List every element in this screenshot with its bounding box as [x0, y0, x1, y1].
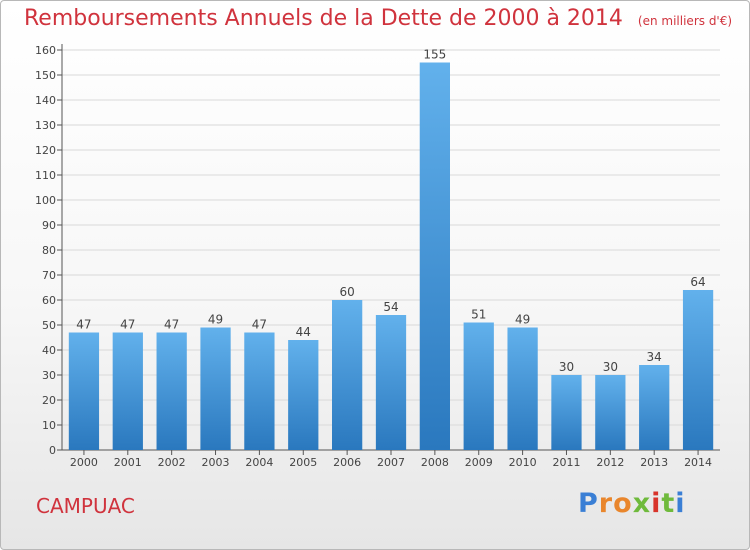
- value-label: 44: [296, 325, 311, 339]
- x-tick-label: 2012: [596, 456, 624, 469]
- x-tick-label: 2014: [684, 456, 712, 469]
- logo-letter: x: [632, 488, 652, 519]
- chart-title-text: Remboursements Annuels de la Dette de 20…: [24, 6, 623, 31]
- bar-2004: [244, 332, 275, 450]
- y-tick-label: 30: [42, 369, 56, 382]
- x-tick-label: 2000: [70, 456, 98, 469]
- bar-2005: [288, 340, 319, 450]
- labels: 0 10 20 30 40 50 60 70 80 90 100 110 120 130 140 150 160…: [35, 44, 712, 469]
- bar-2006: [331, 300, 363, 450]
- y-tick-label: 80: [42, 244, 56, 257]
- x-tick-label: 2009: [465, 456, 493, 469]
- bar-2011: [551, 375, 582, 450]
- x-tick-label: 2008: [421, 456, 449, 469]
- bar-2002: [156, 332, 187, 450]
- commune-name: CAMPUAC: [36, 494, 135, 518]
- x-tick-label: 2003: [202, 456, 230, 469]
- y-tick-label: 0: [49, 444, 56, 457]
- y-tick-label: 60: [42, 294, 56, 307]
- x-tick-label: 2001: [114, 456, 142, 469]
- value-label: 47: [252, 318, 267, 332]
- x-tick-label: 2007: [377, 456, 405, 469]
- y-tick-label: 130: [35, 119, 56, 132]
- x-tick-label: 2011: [552, 456, 580, 469]
- y-tick-label: 150: [35, 69, 56, 82]
- x-tick-label: 2004: [245, 456, 273, 469]
- x-tick-label: 2010: [509, 456, 537, 469]
- logo-letter: P: [578, 488, 599, 519]
- y-tick-label: 110: [35, 169, 56, 182]
- y-tick-label: 120: [35, 144, 56, 157]
- x-tick-label: 2005: [289, 456, 317, 469]
- chart-subtitle: (en milliers d'€): [637, 14, 733, 28]
- bar-2007: [375, 315, 407, 450]
- value-label: 34: [647, 350, 662, 364]
- proxiti-logo: Proxiti: [578, 488, 686, 519]
- value-label: 54: [383, 300, 398, 314]
- x-tick-label: 2006: [333, 456, 361, 469]
- logo-letter: t: [661, 488, 676, 519]
- bars: [68, 62, 714, 450]
- logo-letter: r: [598, 488, 614, 519]
- bar-2003: [200, 327, 231, 450]
- chart-title: Remboursements Annuels de la Dette de 20…: [24, 6, 732, 31]
- logo-letter: i: [651, 488, 662, 519]
- value-label: 51: [471, 308, 486, 322]
- bar-2001: [112, 332, 143, 450]
- value-label: 47: [76, 318, 91, 332]
- x-tick-label: 2013: [640, 456, 668, 469]
- bar-2009: [463, 322, 494, 450]
- bar-2013: [639, 365, 670, 450]
- y-tick-label: 160: [35, 44, 56, 57]
- bar-2014: [682, 290, 714, 450]
- value-label: 49: [515, 313, 530, 327]
- value-label: 64: [690, 275, 705, 289]
- x-tick-label: 2002: [158, 456, 186, 469]
- value-label: 155: [423, 48, 446, 62]
- value-label: 47: [120, 318, 135, 332]
- y-tick-label: 90: [42, 219, 56, 232]
- bar-2010: [507, 327, 538, 450]
- bar-2000: [68, 332, 100, 450]
- bar-2008: [419, 62, 451, 450]
- y-tick-label: 50: [42, 319, 56, 332]
- logo-letter: o: [613, 488, 633, 519]
- value-label: 30: [603, 360, 618, 374]
- value-label: 47: [164, 318, 179, 332]
- y-tick-label: 140: [35, 94, 56, 107]
- y-tick-label: 20: [42, 394, 56, 407]
- y-tick-label: 70: [42, 269, 56, 282]
- y-tick-label: 100: [35, 194, 56, 207]
- value-label: 49: [208, 313, 223, 327]
- y-tick-label: 40: [42, 344, 56, 357]
- value-label: 60: [339, 285, 354, 299]
- bar-2012: [595, 375, 626, 450]
- y-tick-label: 10: [42, 419, 56, 432]
- logo-letter: i: [675, 488, 686, 519]
- value-label: 30: [559, 360, 574, 374]
